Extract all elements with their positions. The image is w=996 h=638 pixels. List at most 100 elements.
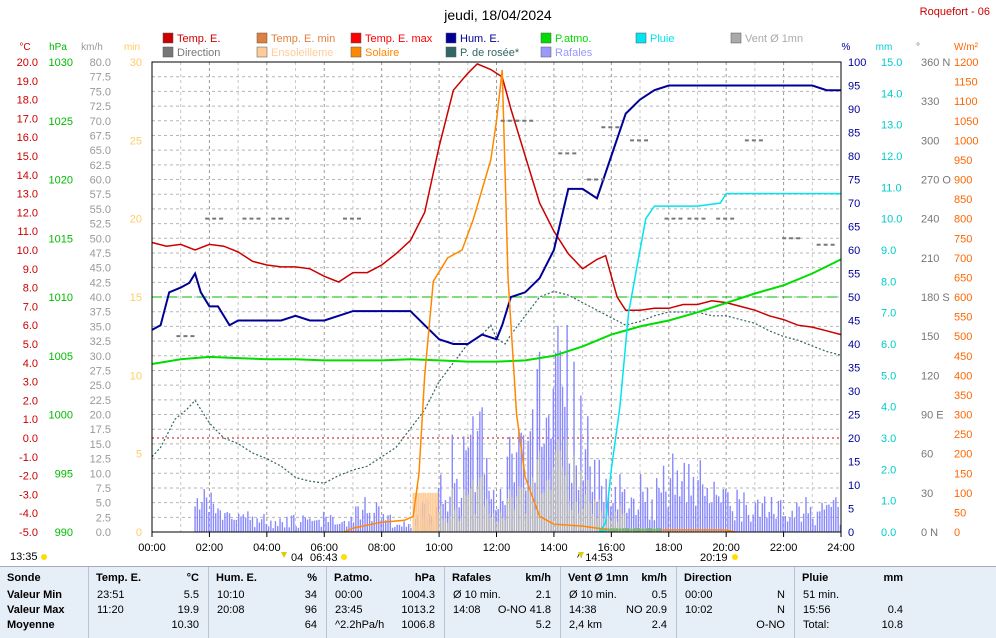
legend-label: Rafales xyxy=(555,47,593,59)
legend-label: Vent Ø 1mn xyxy=(745,33,803,45)
axis-tick-temp: 0.0 xyxy=(23,433,38,445)
axis-tick-pressure: 990 xyxy=(55,527,73,539)
axis-tick-direction: 0 N xyxy=(921,527,938,539)
axis-tick-wind: 67.5 xyxy=(90,130,111,142)
axis-tick-sun: 25 xyxy=(130,135,142,147)
stats-row-value: 1006.8 xyxy=(401,619,435,631)
stats-row-value: N xyxy=(777,604,785,616)
axis-tick-direction: 330 xyxy=(921,96,939,108)
legend-label: Ensoleilleme xyxy=(271,47,333,59)
stats-title: Rafales xyxy=(452,572,492,584)
legend-label: Temp. E. min xyxy=(271,33,335,45)
stats-row-value: O-NO xyxy=(756,619,785,631)
axis-tick-temp: 9.0 xyxy=(23,264,38,276)
axis-tick-rain: 1.0 xyxy=(881,496,896,508)
legend-label: Temp. E. max xyxy=(365,33,433,45)
legend-swatch xyxy=(256,32,268,44)
axis-tick-wind: 12.5 xyxy=(90,454,111,466)
axis-tick-solar: 100 xyxy=(954,488,972,500)
legend-swatch xyxy=(350,32,362,44)
station-name[interactable]: Roquefort - 06 xyxy=(920,6,990,18)
axis-tick-temp: -1.0 xyxy=(19,452,38,464)
axis-tick-rain: 11.0 xyxy=(881,182,902,194)
axis-tick-temp: 2.0 xyxy=(23,395,38,407)
time-tick-label: 18:00 xyxy=(655,542,683,554)
stats-row-value: 5.2 xyxy=(535,619,551,631)
stats-row-value: NO 20.9 xyxy=(626,604,667,616)
series-line xyxy=(151,258,842,365)
axis-unit-humidity: % xyxy=(842,42,851,53)
time-tick-label: 00:00 xyxy=(138,542,166,554)
axis-tick-humidity: 100 xyxy=(848,57,866,69)
time-tick-label: 02:00 xyxy=(196,542,224,554)
stats-row-label: 11:20 xyxy=(97,604,124,616)
time-tick-label: 12:00 xyxy=(483,542,511,554)
axis-tick-wind: 47.5 xyxy=(90,248,111,260)
stats-row-label: 23:45 xyxy=(335,604,363,616)
time-axis: 00:00 02:00 04:00 06:00 08:00 10:00 12:00 14:00… xyxy=(138,532,855,554)
stats-row-value: 0.5 xyxy=(651,589,667,601)
axis-tick-solar: 50 xyxy=(954,507,966,519)
stats-row-label: 10:10 xyxy=(217,589,245,601)
axis-unit-solar: W/m² xyxy=(954,42,979,53)
axis-tick-wind: 0.0 xyxy=(96,527,111,539)
axis-tick-solar: 1100 xyxy=(954,96,978,108)
legend-swatch xyxy=(256,46,268,58)
sunset-icon xyxy=(732,554,738,560)
axis-unit-temp: °C xyxy=(19,42,30,53)
axis-tick-solar: 900 xyxy=(954,175,972,187)
axis-tick-temp: 15.0 xyxy=(17,151,38,163)
axis-tick-temp: -3.0 xyxy=(19,489,38,501)
legend-swatch xyxy=(540,32,552,44)
stats-row-value: 5.5 xyxy=(183,589,199,601)
axis-tick-solar: 1000 xyxy=(954,135,978,147)
axis-tick-direction: 90 E xyxy=(921,410,944,422)
axis-tick-direction: 300 xyxy=(921,135,939,147)
stats-row-value: 64 xyxy=(304,619,317,631)
axis-tick-solar: 750 xyxy=(954,233,972,245)
stats-row-value: 0.4 xyxy=(887,604,903,616)
stats-row-label: 14:08 xyxy=(453,604,481,616)
axis-tick-solar: 250 xyxy=(954,429,972,441)
axis-tick-solar: 950 xyxy=(954,155,972,167)
axis-tick-humidity: 85 xyxy=(848,128,860,140)
stats-row-label: Ø 10 min. xyxy=(569,589,617,601)
axis-tick-temp: -4.0 xyxy=(19,508,38,520)
axis-tick-humidity: 45 xyxy=(848,316,860,328)
stats-row-label: 10:02 xyxy=(685,604,713,616)
axis-tick-wind: 52.5 xyxy=(90,219,111,231)
time-tick-label: 14:00 xyxy=(540,542,568,554)
time-tick-label: 08:00 xyxy=(368,542,396,554)
axis-tick-humidity: 50 xyxy=(848,292,860,304)
axis-tick-temp: -5.0 xyxy=(19,527,38,539)
axis-tick-humidity: 90 xyxy=(848,104,860,116)
stats-column: P.atmo. hPa 00:00 1004.3 23:45 1013.2 ^2.2hPa/… xyxy=(326,567,445,638)
data-series xyxy=(151,63,842,533)
axis-tick-temp: 1.0 xyxy=(23,414,38,426)
legend-label: P.atmo. xyxy=(555,33,592,45)
axis-tick-solar: 850 xyxy=(954,194,972,206)
axis-tick-direction: 180 S xyxy=(921,292,950,304)
axis-tick-wind: 10.0 xyxy=(90,468,111,480)
stats-unit: km/h xyxy=(641,572,667,584)
axis-tick-temp: 4.0 xyxy=(23,358,38,370)
axis-tick-solar: 300 xyxy=(954,410,972,422)
axis-tick-direction: 210 xyxy=(921,253,939,265)
chart-title: jeudi, 18/04/2024 xyxy=(443,7,552,23)
stats-row-label: ^2.2hPa/h xyxy=(335,619,385,631)
axis-tick-temp: 10.0 xyxy=(17,245,38,257)
axis-tick-wind: 22.5 xyxy=(90,395,111,407)
axis-tick-temp: 11.0 xyxy=(17,226,38,238)
axis-tick-sun: 20 xyxy=(130,214,142,226)
stats-row-value: 10.30 xyxy=(171,619,199,631)
legend-swatch xyxy=(162,32,174,44)
legend-swatch xyxy=(350,46,362,58)
stats-row-label: Total: xyxy=(803,619,830,631)
axis-tick-solar: 150 xyxy=(954,468,972,480)
axis-tick-temp: 14.0 xyxy=(17,170,38,182)
axis-tick-pressure: 1020 xyxy=(49,175,73,187)
axis-tick-wind: 80.0 xyxy=(90,57,111,69)
axis-tick-solar: 1200 xyxy=(954,57,978,69)
stats-row-label: 2,4 km xyxy=(569,619,603,631)
axis-tick-rain: 10.0 xyxy=(881,214,902,226)
